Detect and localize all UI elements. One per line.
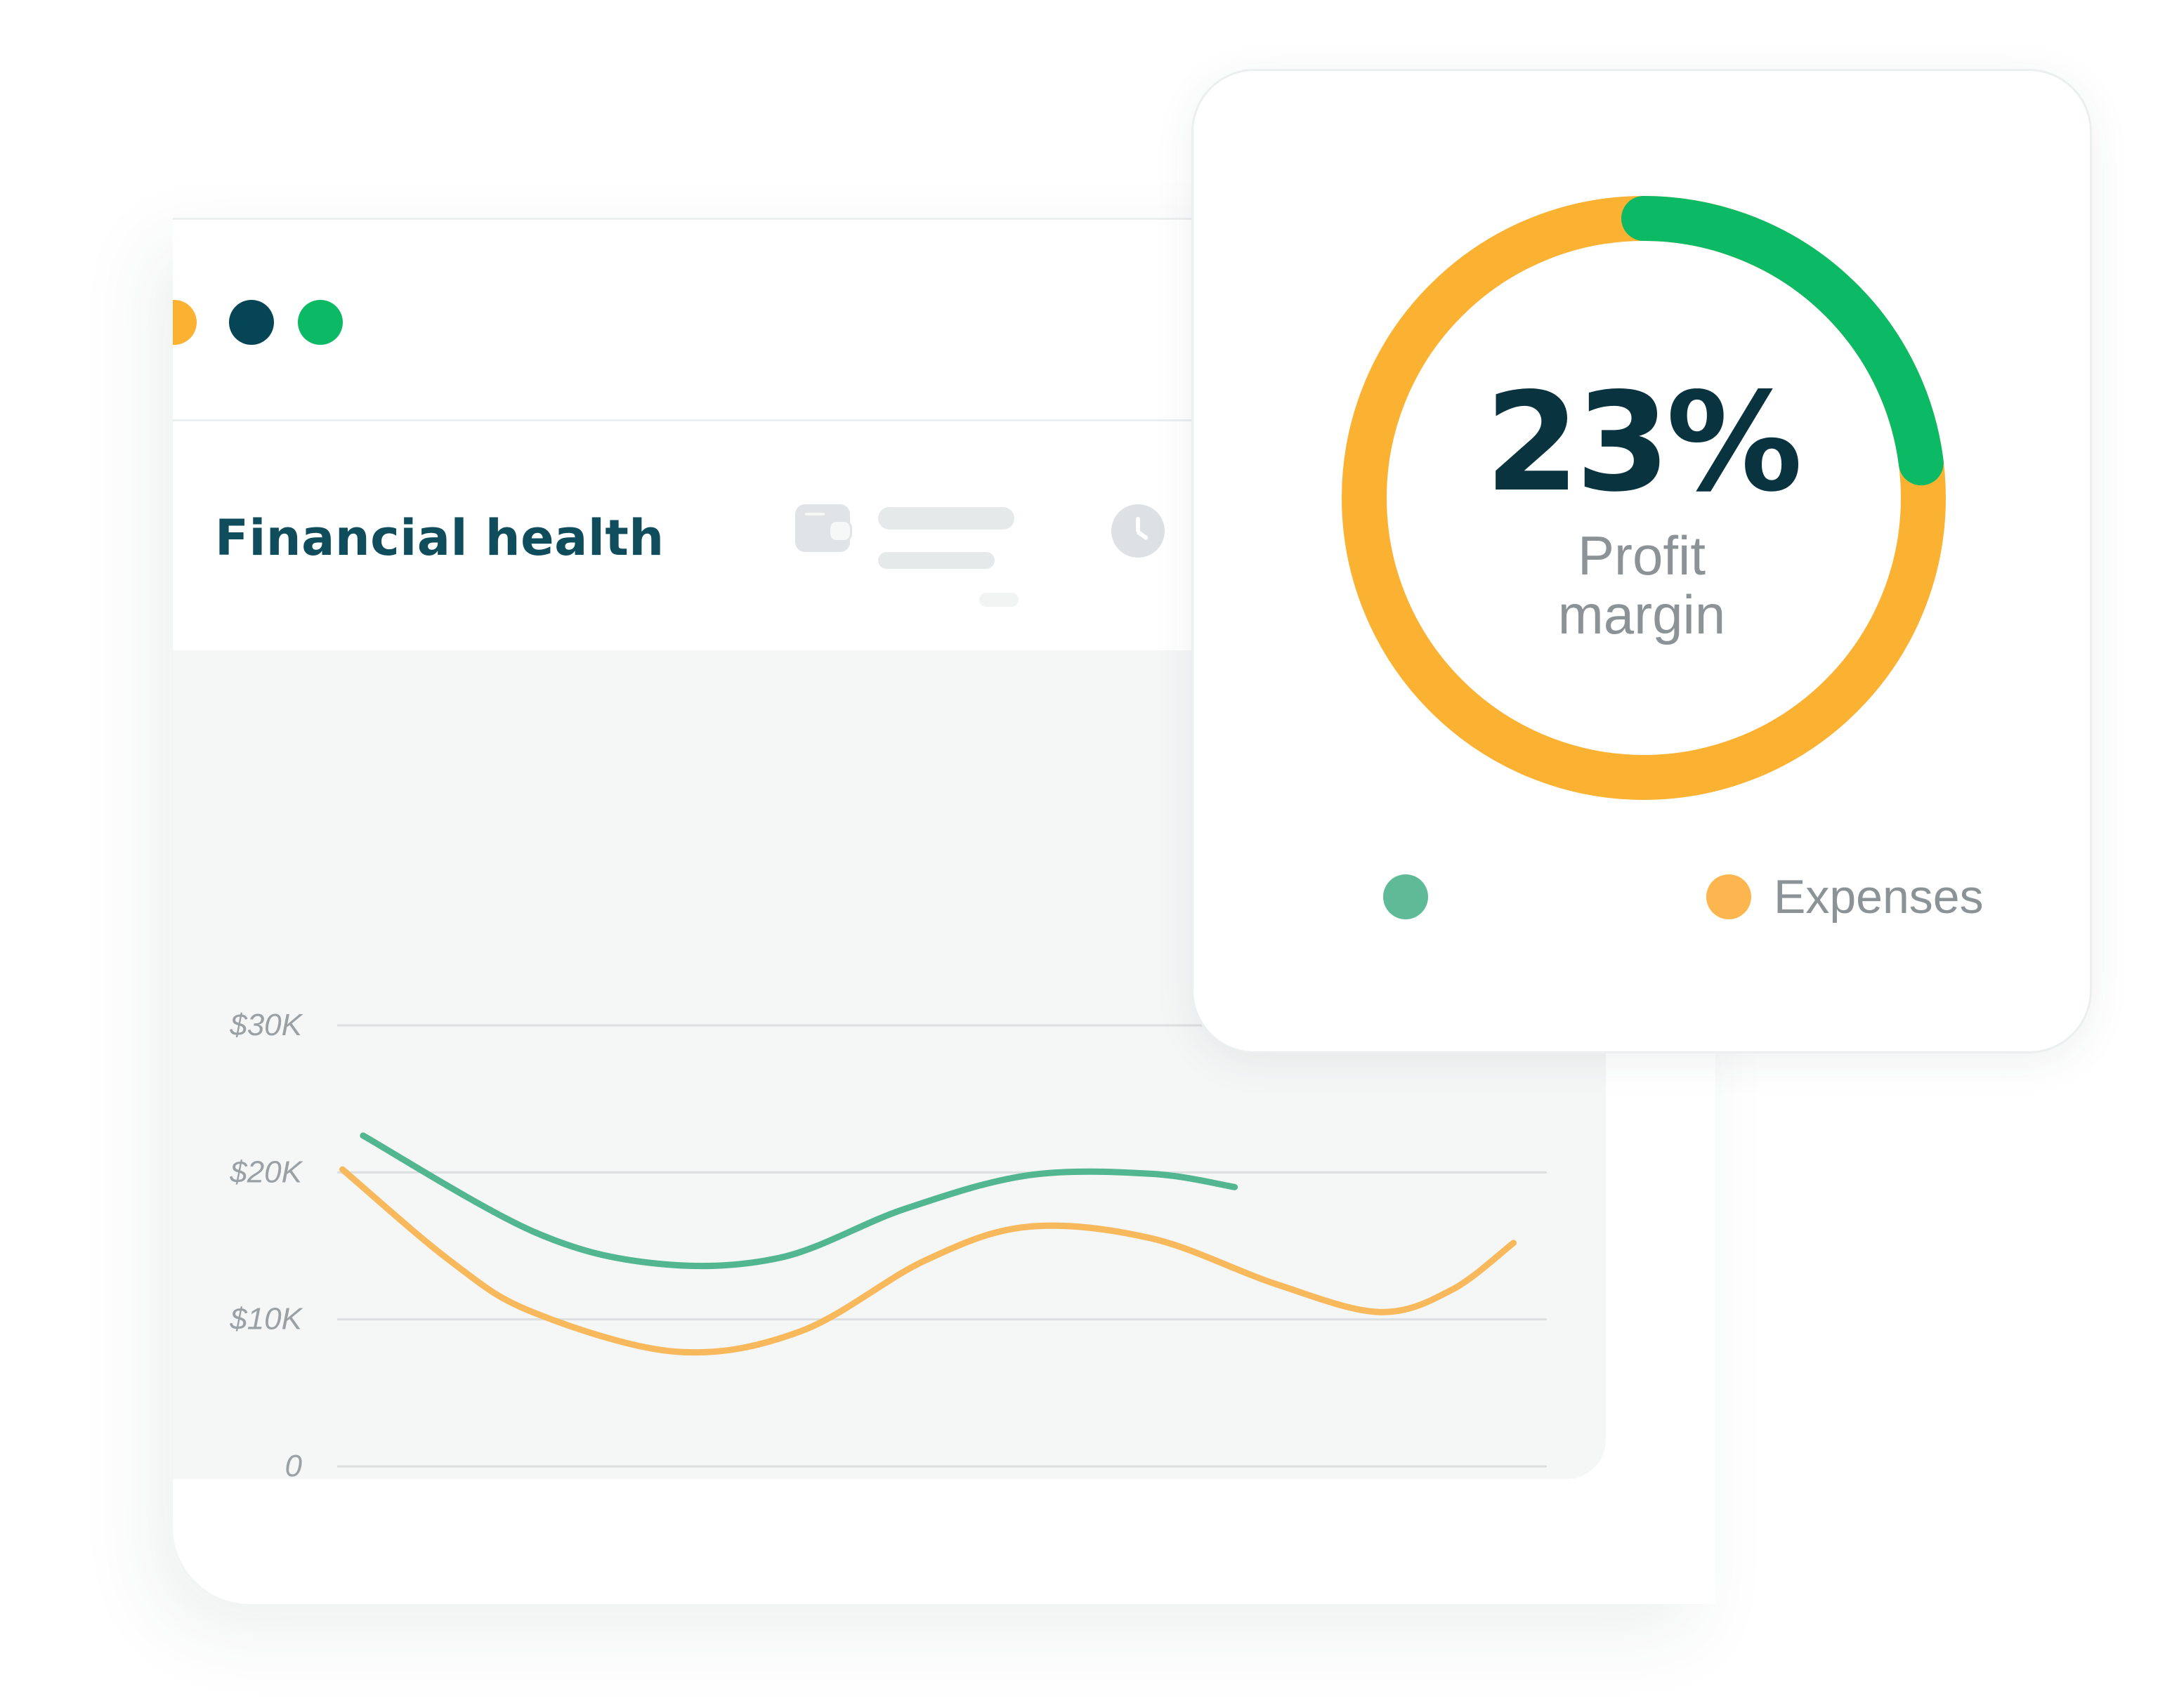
placeholder-bar <box>878 552 995 569</box>
legend-label-expenses: Expenses <box>1774 870 1984 924</box>
placeholder-bar <box>979 593 1019 607</box>
window-control-navy[interactable] <box>229 300 274 345</box>
series-line-expenses <box>339 1166 1517 1356</box>
y-tick-label: $30K <box>229 1008 303 1042</box>
y-tick-label: $10K <box>229 1302 303 1336</box>
placeholder-bar <box>878 507 1014 530</box>
window-control-green[interactable] <box>298 300 343 345</box>
profit-margin-card: 23% Profit margin Expenses <box>1191 69 2092 1053</box>
profit-percent: 23% <box>1484 363 1803 522</box>
donut-chart <box>1342 196 1946 800</box>
donut-profit-arc <box>1621 196 1944 486</box>
wallet-icon[interactable] <box>795 504 852 552</box>
window-control-yellow[interactable] <box>173 300 197 345</box>
legend-dot-profit <box>1383 874 1428 919</box>
profit-margin-label-text: Profit margin <box>1557 525 1726 645</box>
y-tick-label: $20K <box>229 1155 303 1189</box>
clock-icon[interactable] <box>1111 504 1165 558</box>
series-line-income <box>360 1132 1238 1270</box>
page-title: Financial health <box>215 509 665 567</box>
profit-margin-label: Profit margin <box>1193 526 2090 644</box>
line-chart: $30K$20K$10K0JanFebMarAprMay <box>229 1008 1547 1479</box>
y-tick-label: 0 <box>285 1449 303 1479</box>
legend-dot-expenses <box>1706 874 1751 919</box>
window-titlebar <box>173 218 1715 421</box>
